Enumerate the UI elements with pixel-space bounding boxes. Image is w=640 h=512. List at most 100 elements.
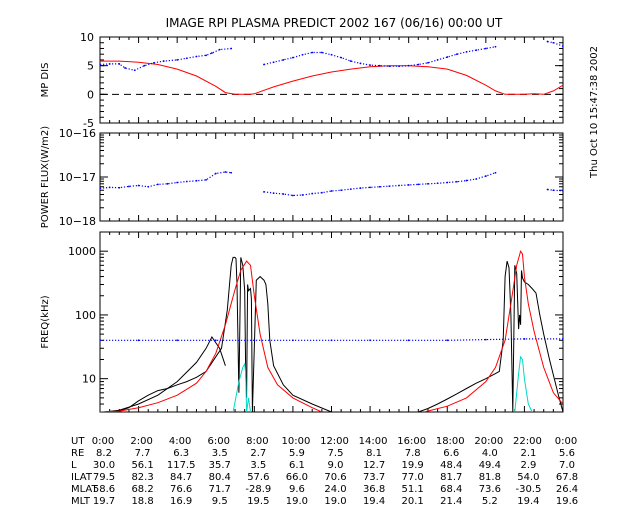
ephemeris-value: 66.0 <box>286 472 308 483</box>
ephemeris-value: -30.5 <box>515 484 541 495</box>
ephemeris-value: 2.1 <box>520 448 536 459</box>
series-cyan <box>514 355 533 412</box>
data-point <box>349 188 352 191</box>
data-point <box>292 56 294 59</box>
series-line <box>514 355 533 412</box>
ephemeris-label: MLT <box>71 496 91 507</box>
series-blue <box>100 338 563 342</box>
series-line <box>423 250 563 412</box>
ephemeris-value: 84.7 <box>170 472 192 483</box>
data-point <box>137 184 140 187</box>
data-point <box>100 187 101 190</box>
ephemeris-value: 16.9 <box>170 496 192 507</box>
ephemeris-value: 77.0 <box>402 472 424 483</box>
ephemeris-value: 81.7 <box>440 472 462 483</box>
ephemeris-label: L <box>71 460 77 471</box>
data-point <box>205 54 208 57</box>
data-point <box>176 59 179 61</box>
x-tick-label: 2:00 <box>130 436 152 447</box>
ephemeris-value: 71.7 <box>209 484 231 495</box>
y-tick-label: 1000 <box>68 245 96 258</box>
data-point <box>340 56 343 59</box>
y-tick-label: 0 <box>87 88 94 101</box>
data-point <box>147 185 150 188</box>
data-point <box>218 48 221 51</box>
data-point <box>143 64 146 67</box>
data-point <box>118 186 121 189</box>
ephemeris-value: 70.6 <box>324 472 346 483</box>
series-line <box>100 47 232 71</box>
data-point <box>162 60 165 62</box>
ephemeris-value: 19.6 <box>556 496 578 507</box>
ephemeris-value: 35.7 <box>209 460 231 471</box>
data-point <box>359 62 362 65</box>
ephemeris-value: 6.6 <box>443 448 459 459</box>
data-point <box>210 52 213 54</box>
ephemeris-label: ILAT <box>71 472 93 483</box>
data-point <box>124 67 126 69</box>
data-point <box>359 187 362 189</box>
mp-dis-panel: -5 0 5 10 MP DIS <box>40 31 564 130</box>
series-line <box>100 60 563 95</box>
series-red <box>423 250 563 412</box>
ephemeris-value: 20.1 <box>402 496 424 507</box>
data-point <box>176 339 179 342</box>
data-point <box>253 339 256 342</box>
ephemeris-value: 7.8 <box>405 448 421 459</box>
ephemeris-value: 7.7 <box>135 448 151 459</box>
data-point <box>272 192 275 195</box>
data-point <box>263 190 265 193</box>
ephemeris-value: 8.2 <box>96 448 112 459</box>
data-point <box>446 339 449 342</box>
data-point <box>330 339 333 342</box>
ephemeris-value: 58.6 <box>93 484 115 495</box>
data-point <box>562 45 563 48</box>
ephemeris-value: 12.7 <box>363 460 385 471</box>
y-tick-label: 10−17 <box>59 171 96 184</box>
data-point <box>330 53 333 56</box>
series-blue <box>546 188 563 192</box>
series-line <box>263 46 496 67</box>
ephemeris-value: 117.5 <box>167 460 196 471</box>
ephemeris-value: 9.6 <box>289 484 305 495</box>
panel-frame <box>99 36 564 124</box>
data-point <box>417 183 420 186</box>
y-tick-label: -5 <box>83 117 94 130</box>
data-point <box>562 190 563 192</box>
chart-layer: -5 0 5 10 MP DIS 10−18 10−17 10−16 POWER FLUX(W/… <box>40 31 578 507</box>
x-tick-label: 10:00 <box>282 436 311 447</box>
data-point <box>214 339 217 342</box>
series-cyan <box>232 362 251 412</box>
data-point <box>484 47 487 50</box>
data-point <box>156 183 159 186</box>
data-point <box>455 53 458 56</box>
y-tick-label: 100 <box>75 309 96 322</box>
data-point <box>436 59 439 61</box>
data-point <box>398 65 400 68</box>
ephemeris-value: 56.1 <box>131 460 153 471</box>
series-black <box>418 260 563 412</box>
data-point <box>133 69 136 72</box>
data-point <box>282 59 285 61</box>
data-point <box>552 189 555 192</box>
ephemeris-value: 80.4 <box>209 472 231 483</box>
freq-panel: 10 100 1000 FREQ(kHz) <box>40 231 564 413</box>
data-point <box>484 175 487 177</box>
data-point <box>446 181 449 184</box>
ephemeris-value: 24.0 <box>324 484 346 495</box>
data-point <box>523 338 526 340</box>
data-point <box>100 339 101 342</box>
x-tick-label: 22:00 <box>513 436 542 447</box>
ephemeris-value: 76.6 <box>170 484 192 495</box>
data-point <box>407 64 410 67</box>
data-point <box>292 194 294 197</box>
y-tick-label: 10 <box>80 31 94 44</box>
y-tick-label: 10−18 <box>59 215 96 228</box>
ephemeris-value: 21.4 <box>440 496 462 507</box>
data-point <box>484 338 487 341</box>
ephemeris-value: -28.9 <box>245 484 271 495</box>
series-line <box>103 336 226 412</box>
data-point <box>108 186 111 189</box>
ephemeris-value: 19.7 <box>93 496 115 507</box>
data-point <box>205 178 208 181</box>
